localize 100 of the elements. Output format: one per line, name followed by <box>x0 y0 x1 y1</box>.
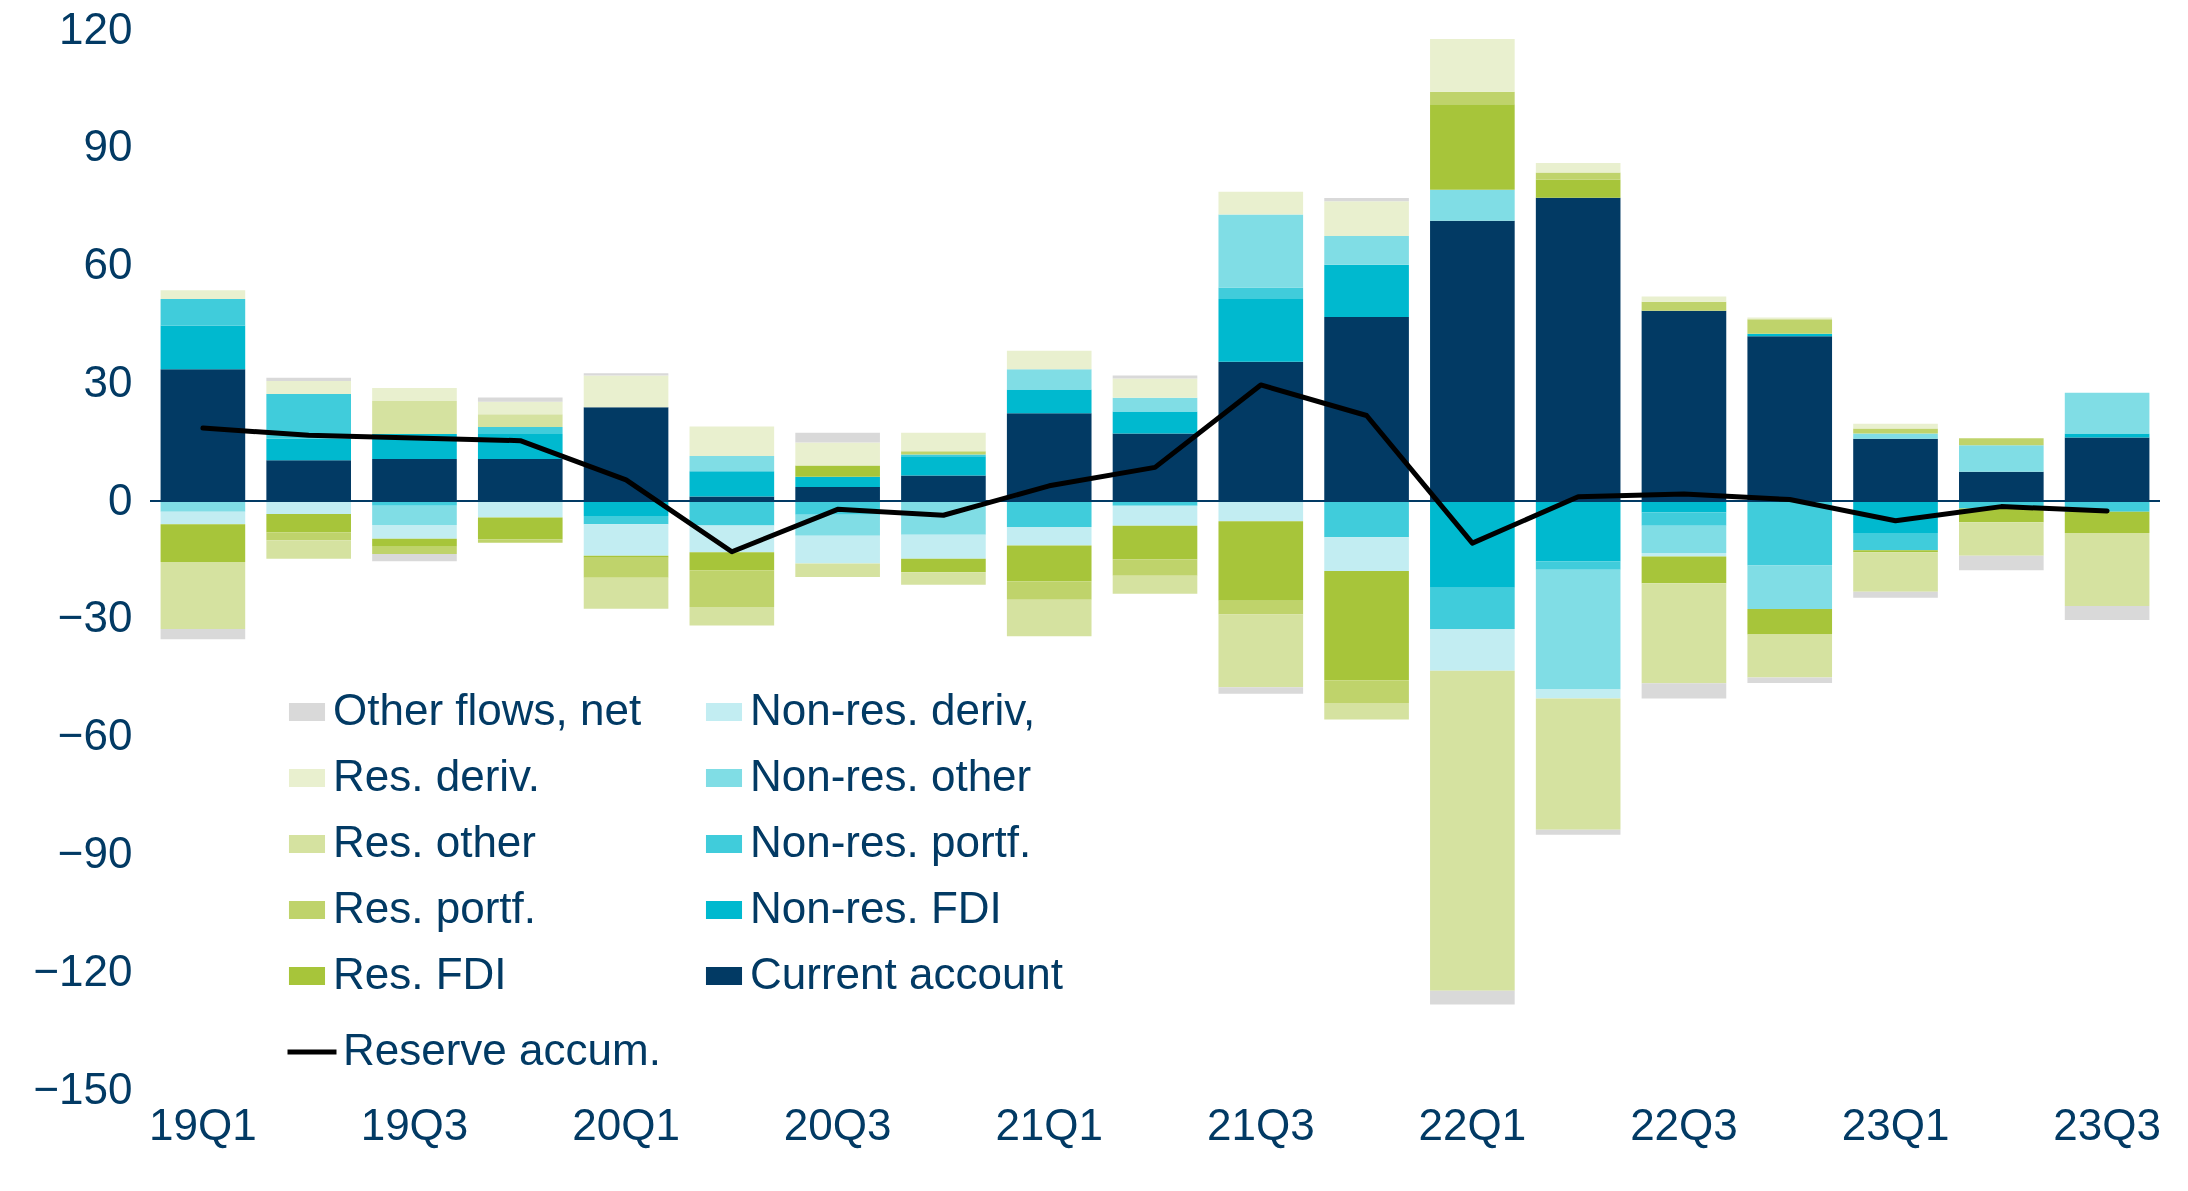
x-tick-label: 21Q3 <box>1206 1099 1315 1149</box>
x-tick-label: 22Q3 <box>1630 1099 1738 1149</box>
x-tick-label: 20Q1 <box>572 1099 680 1149</box>
bar <box>1324 680 1409 703</box>
bar <box>689 471 775 497</box>
bar <box>1006 527 1092 546</box>
bar <box>1324 198 1409 202</box>
bar <box>266 377 351 381</box>
bar <box>1641 301 1727 311</box>
bar <box>1006 581 1092 600</box>
x-tick-label: 21Q1 <box>995 1099 1104 1149</box>
bar <box>1324 702 1409 720</box>
y-tick-label: −30 <box>57 592 133 642</box>
bar <box>477 397 563 402</box>
bar <box>1324 201 1409 237</box>
bar <box>1218 521 1304 601</box>
bar <box>1959 555 2044 571</box>
bar <box>1853 428 1938 434</box>
bar <box>160 629 246 640</box>
bar <box>1112 397 1198 412</box>
y-tick-label: −150 <box>33 1063 133 1113</box>
bar <box>160 524 246 562</box>
y-tick-label: 90 <box>83 121 133 171</box>
bar <box>477 517 563 540</box>
bar <box>1641 512 1727 526</box>
bar <box>1747 565 1833 610</box>
bar <box>477 539 563 543</box>
y-tick-label: 30 <box>83 356 133 406</box>
bar <box>372 505 457 526</box>
bar <box>689 455 775 472</box>
bar <box>1218 287 1304 299</box>
y-tick-label: −60 <box>57 710 133 760</box>
bar <box>1430 670 1515 991</box>
bar <box>1535 172 1621 180</box>
bar <box>372 538 457 547</box>
bar <box>266 514 351 533</box>
bar <box>583 557 669 578</box>
bar <box>1006 350 1092 370</box>
bar <box>795 465 880 477</box>
bar <box>1747 677 1833 683</box>
bar <box>160 561 246 630</box>
x-tick-label: 19Q1 <box>149 1099 257 1149</box>
y-tick-label: −120 <box>33 945 133 995</box>
bar <box>2064 605 2150 621</box>
bar <box>160 298 246 326</box>
y-tick-label: 0 <box>108 474 133 524</box>
bar <box>477 414 563 427</box>
bar <box>901 534 986 559</box>
x-tick-label: 23Q1 <box>1841 1099 1950 1149</box>
bar <box>1324 570 1409 681</box>
bar <box>1218 214 1304 288</box>
bar <box>689 607 775 626</box>
x-tick-label: 23Q3 <box>2053 1099 2161 1149</box>
bar <box>689 426 775 456</box>
bar <box>1853 552 1938 592</box>
bar <box>372 388 457 401</box>
bar <box>1112 378 1198 398</box>
bar <box>795 432 880 443</box>
bar <box>1112 525 1198 560</box>
bar <box>1112 375 1198 379</box>
bar <box>1959 522 2044 556</box>
legend-label: Other flows, net <box>333 685 642 734</box>
bar <box>2064 532 2150 606</box>
y-tick-label: 120 <box>59 3 133 53</box>
bar <box>2064 511 2150 533</box>
legend-label: Res. other <box>333 817 536 866</box>
x-tick-label: 19Q3 <box>360 1099 469 1149</box>
bar <box>160 511 246 525</box>
bar <box>689 501 775 526</box>
bar <box>1006 545 1092 582</box>
legend-label: Res. FDI <box>333 949 507 998</box>
legend-label: Non-res. deriv, <box>750 685 1036 734</box>
bar <box>160 290 246 299</box>
legend-label: Res. portf. <box>333 883 536 932</box>
bar <box>1006 369 1092 390</box>
bar <box>1641 683 1727 699</box>
bar <box>1006 501 1092 528</box>
bar <box>1747 634 1833 678</box>
legend-label: Non-res. other <box>750 751 1032 800</box>
bar <box>1324 537 1409 571</box>
bar <box>1641 556 1727 584</box>
y-tick-label: 60 <box>83 239 133 289</box>
bar <box>1324 236 1409 265</box>
bar <box>1430 501 1515 588</box>
bar <box>1747 319 1833 334</box>
bar <box>1535 698 1621 830</box>
bar <box>2064 392 2150 434</box>
x-tick-label: 22Q1 <box>1418 1099 1527 1149</box>
bar <box>1959 438 2044 446</box>
bar <box>901 558 986 573</box>
legend-label: Res. deriv. <box>333 751 541 800</box>
bar <box>1112 559 1198 576</box>
bar <box>372 401 457 434</box>
bar <box>477 501 563 518</box>
bar <box>1112 575 1198 594</box>
bar <box>1324 264 1409 317</box>
bar <box>1430 990 1515 1005</box>
bar <box>795 514 880 536</box>
bar <box>1006 599 1092 637</box>
bar <box>1535 569 1621 690</box>
